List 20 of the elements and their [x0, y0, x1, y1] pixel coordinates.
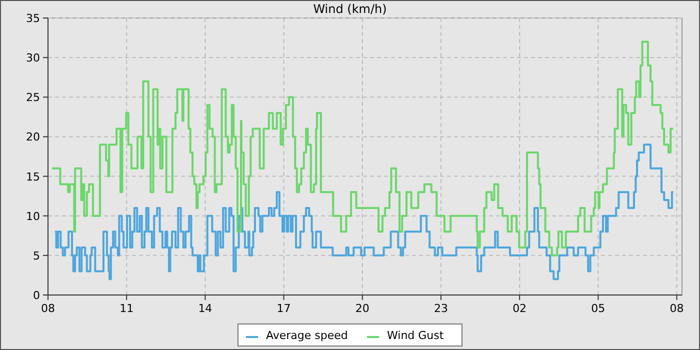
- x-tick-label: 11: [120, 302, 134, 315]
- x-tick-label: 14: [198, 302, 212, 315]
- legend-label: Average speed: [266, 329, 348, 342]
- x-tick-label: 23: [434, 302, 448, 315]
- legend-label: Wind Gust: [387, 329, 444, 342]
- y-tick-label: 10: [26, 210, 40, 223]
- x-tick-label: 20: [355, 302, 370, 315]
- y-tick-label: 35: [26, 12, 40, 25]
- y-tick-label: 5: [33, 249, 40, 262]
- y-tick-label: 15: [26, 170, 40, 184]
- x-tick-label: 02: [512, 302, 527, 315]
- chart-title: Wind (km/h): [313, 2, 387, 16]
- y-tick-label: 25: [26, 91, 40, 104]
- x-tick-label: 08: [41, 302, 55, 315]
- y-tick-label: 30: [26, 52, 40, 65]
- x-tick-label: 17: [276, 302, 291, 315]
- x-tick-label: 05: [591, 302, 606, 315]
- x-tick-label: 08: [670, 302, 684, 315]
- y-tick-label: 0: [33, 289, 40, 302]
- y-tick-label: 20: [26, 130, 40, 144]
